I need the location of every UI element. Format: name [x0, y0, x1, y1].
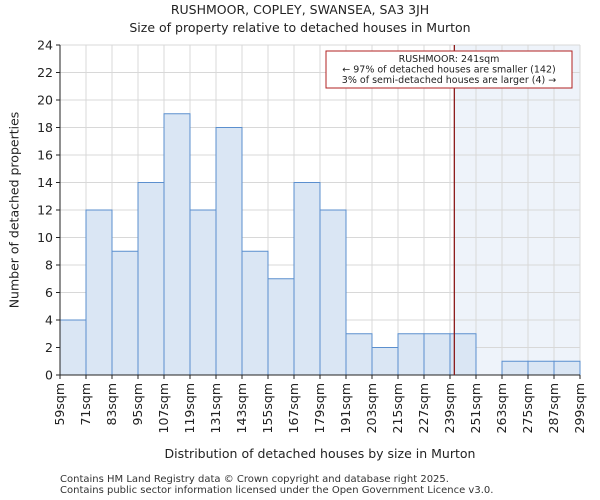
y-tick-label: 14 [37, 175, 53, 190]
bar [241, 250, 269, 376]
x-tick-label: 287sqm [546, 383, 561, 433]
x-tick-label: 227sqm [416, 383, 431, 433]
y-tick-label: 22 [37, 65, 53, 80]
x-tick-label: 179sqm [312, 383, 327, 433]
bar [319, 209, 347, 376]
bar [345, 333, 373, 376]
footer-licence: Contains public sector information licen… [60, 485, 494, 496]
bar [189, 209, 217, 376]
x-tick-label: 251sqm [468, 383, 483, 433]
y-tick-label: 2 [45, 340, 53, 355]
x-tick-label: 203sqm [364, 383, 379, 433]
x-tick-label: 59sqm [52, 383, 67, 426]
footer-copyright: Contains HM Land Registry data © Crown c… [60, 474, 449, 485]
annotation-box [325, 50, 573, 89]
x-axis-label: Distribution of detached houses by size … [164, 446, 476, 461]
chart-title-address: RUSHMOOR, COPLEY, SWANSEA, SA3 3JH [170, 2, 430, 17]
chart-title: Size of property relative to detached ho… [129, 20, 471, 35]
x-tick-label: 119sqm [182, 383, 197, 433]
x-tick-label: 263sqm [494, 383, 509, 433]
x-tick-label: 155sqm [260, 383, 275, 433]
bar [137, 182, 165, 376]
bar [423, 333, 451, 376]
bar [163, 113, 191, 376]
x-tick-label: 299sqm [572, 383, 587, 433]
x-tick-label: 191sqm [338, 383, 353, 433]
x-tick-label: 275sqm [520, 383, 535, 433]
x-tick-label: 83sqm [104, 383, 119, 426]
y-tick-label: 10 [37, 230, 53, 245]
y-tick-label: 18 [37, 120, 53, 135]
bar [111, 250, 139, 376]
x-tick-label: 143sqm [234, 383, 249, 433]
y-tick-label: 6 [45, 285, 53, 300]
bar [59, 319, 87, 376]
y-tick-label: 24 [37, 38, 53, 53]
bar [553, 360, 581, 376]
y-tick-label: 20 [37, 93, 53, 108]
x-tick-label: 131sqm [208, 383, 223, 433]
x-tick-label: 95sqm [130, 383, 145, 426]
x-tick-label: 107sqm [156, 383, 171, 433]
bar [397, 333, 425, 376]
bar [215, 127, 243, 376]
x-tick-label: 215sqm [390, 383, 405, 433]
y-tick-label: 0 [45, 368, 53, 383]
y-tick-label: 16 [37, 148, 53, 163]
y-tick-label: 12 [37, 203, 53, 218]
bar [293, 182, 321, 376]
bar [85, 209, 113, 376]
x-tick-label: 71sqm [78, 383, 93, 426]
annotation-line: ← 97% of detached houses are smaller (14… [342, 65, 555, 76]
bar [501, 360, 529, 376]
y-axis-label: Number of detached properties [6, 111, 22, 309]
bar [527, 360, 555, 376]
x-tick-label: 239sqm [442, 383, 457, 433]
y-tick-label: 8 [45, 258, 53, 273]
bar [371, 347, 399, 376]
annotation-line: RUSHMOOR: 241sqm [399, 54, 500, 65]
bar [267, 278, 295, 376]
x-tick-label: 167sqm [286, 383, 301, 433]
y-tick-label: 4 [45, 313, 53, 328]
annotation-line: 3% of semi-detached houses are larger (4… [342, 75, 556, 86]
